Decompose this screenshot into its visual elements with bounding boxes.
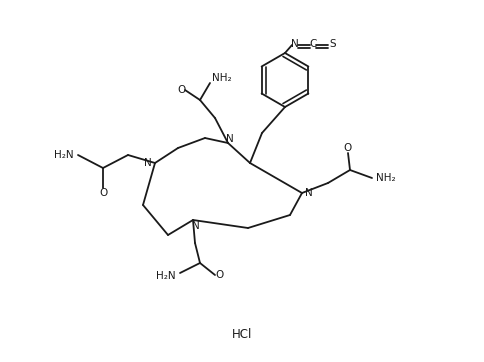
- Text: O: O: [177, 85, 185, 95]
- Text: O: O: [216, 270, 224, 280]
- Text: NH₂: NH₂: [212, 73, 232, 83]
- Text: H₂N: H₂N: [54, 150, 74, 160]
- Text: C: C: [309, 39, 317, 49]
- Text: HCl: HCl: [232, 328, 252, 341]
- Text: S: S: [330, 39, 336, 49]
- Text: N: N: [144, 158, 152, 168]
- Text: O: O: [344, 143, 352, 153]
- Text: N: N: [305, 188, 313, 198]
- Text: H₂N: H₂N: [156, 271, 176, 281]
- Text: N: N: [192, 221, 200, 231]
- Text: N: N: [291, 39, 299, 49]
- Text: NH₂: NH₂: [376, 173, 395, 183]
- Text: O: O: [99, 188, 107, 198]
- Text: N: N: [226, 134, 234, 144]
